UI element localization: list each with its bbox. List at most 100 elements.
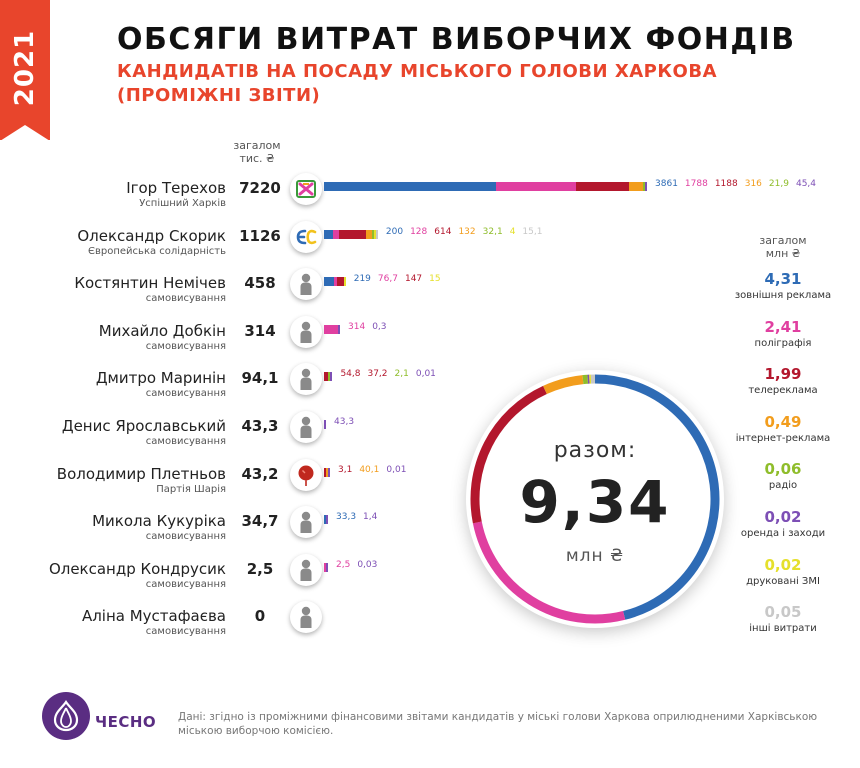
bar-value-label: 132 xyxy=(458,226,476,237)
legend-item-outdoor: 4,31 зовнішня реклама xyxy=(724,270,842,303)
candidate-party: самовисування xyxy=(145,436,226,447)
bar-value-label: 2,1 xyxy=(394,369,409,380)
legend-value: 0,05 xyxy=(764,603,802,622)
bar-value-label: 128 xyxy=(410,226,428,237)
person-avatar-icon xyxy=(290,315,322,348)
candidate-total: 94,1 xyxy=(241,369,279,388)
bar-value-labels: 219 76,7 147 15 xyxy=(354,274,448,284)
bar-value-label: 1188 xyxy=(714,179,738,189)
candidate-party: Європейська солідарність xyxy=(88,245,226,257)
legend-value: 0,02 xyxy=(764,508,802,526)
bar-segment-print xyxy=(333,277,338,287)
bar-segment-printed_media xyxy=(343,277,346,287)
stacked-bar xyxy=(324,324,340,334)
candidate-name: Ігор Терехов xyxy=(126,179,226,197)
bar-segment-radio xyxy=(328,372,331,382)
candidate-total: 43,3 xyxy=(241,417,279,435)
bar-segment-outdoor xyxy=(324,182,497,191)
bar-segment-print xyxy=(496,182,576,191)
bar-value-label: 3861 xyxy=(655,179,678,189)
bar-value-label: 3,1 xyxy=(338,464,353,475)
column-header-left-line2: тис. ₴ xyxy=(239,152,275,165)
candidate-name: Михайло Добкін xyxy=(98,321,226,340)
bar-segment-print xyxy=(324,562,326,572)
bar-value-label: 15 xyxy=(429,274,441,285)
bar-segment-radio xyxy=(642,182,645,191)
legend-item-other: 0,05 інші витрати xyxy=(724,603,842,636)
column-header-right-line1: загалом xyxy=(759,234,807,247)
party-logo-uspishnyi-icon xyxy=(290,173,322,205)
stacked-bar xyxy=(324,562,328,572)
bar-segment-other xyxy=(375,229,378,239)
bar-segment-radio xyxy=(371,229,374,239)
legend-label: зовнішня реклама xyxy=(734,290,832,301)
bar-segment-tv xyxy=(324,372,327,382)
donut-chart: разом: 9,34 млн ₴ xyxy=(466,370,724,628)
legend-value: 0,02 xyxy=(764,555,802,574)
bar-value-label: 37,2 xyxy=(367,369,388,380)
bar-value-label: 2,5 xyxy=(336,559,351,570)
bar-segment-printed_media xyxy=(373,229,376,239)
bar-value-labels: 33,3 1,4 xyxy=(336,512,384,522)
footer-source-note: Дані: згідно із проміжними фінансовими з… xyxy=(178,711,818,737)
legend-value: 2,41 xyxy=(764,317,802,336)
candidate-row: Аліна Мустафаєва самовисування 0 xyxy=(0,601,860,653)
candidate-total: 1126 xyxy=(239,226,281,245)
legend-item-rent: 0,02 оренда і заходи xyxy=(724,508,842,541)
donut-slice-print xyxy=(472,521,626,624)
candidate-row: Денис Ярославський самовисування 43,3 43,3 xyxy=(0,411,860,463)
column-header-total-thousand: загалом тис. ₴ xyxy=(226,139,288,165)
candidate-row: Микола Кукуріка самовисування 34,7 33,3 1,4 xyxy=(0,506,860,558)
candidate-total: 0 xyxy=(254,607,266,626)
bar-value-label: 0,03 xyxy=(357,559,378,570)
bar-value-label: 219 xyxy=(353,274,371,285)
bar-value-label: 314 xyxy=(348,321,366,332)
donut-ring xyxy=(470,374,720,624)
candidate-total: 2,5 xyxy=(246,559,274,578)
legend-label: інші витрати xyxy=(749,623,817,635)
stacked-bar xyxy=(324,420,326,429)
bar-value-label: 614 xyxy=(434,226,452,237)
candidate-total: 7220 xyxy=(239,179,281,197)
year-label: 2021 xyxy=(10,29,40,107)
legend-value: 0,49 xyxy=(764,412,802,431)
legend-item-printed_media: 0,02 друковані ЗМІ xyxy=(724,556,842,589)
bar-segment-tv xyxy=(338,229,366,239)
stacked-bar xyxy=(324,467,330,477)
bar-segment-tv xyxy=(326,372,329,382)
candidate-total: 34,7 xyxy=(241,512,279,531)
chesno-logo-icon xyxy=(42,692,90,740)
column-header-total-million: загалом млн ₴ xyxy=(724,234,842,260)
candidate-party: самовисування xyxy=(145,578,226,590)
donut-slice-tv xyxy=(470,385,547,524)
legend-value: 4,31 xyxy=(764,270,802,288)
bar-segment-internet xyxy=(326,467,328,477)
donut-unit: млн ₴ xyxy=(565,546,625,566)
bar-value-labels: 54,8 37,2 2,1 0,01 xyxy=(340,369,442,379)
bar-value-label: 15,1 xyxy=(522,226,543,237)
bar-segment-print xyxy=(324,324,338,334)
person-avatar-icon xyxy=(290,411,322,443)
person-avatar-icon xyxy=(290,553,322,586)
legend-label: друковані ЗМІ xyxy=(746,575,820,587)
bar-value-label: 0,01 xyxy=(415,369,436,380)
donut-total: 9,34 xyxy=(519,468,671,536)
bar-value-label: 76,7 xyxy=(377,274,398,285)
bar-value-label: 0,3 xyxy=(372,321,387,332)
legend-value: 0,06 xyxy=(764,460,802,479)
bar-segment-print xyxy=(332,229,339,239)
bar-value-label: 21,9 xyxy=(768,179,789,189)
candidate-party: самовисування xyxy=(145,340,226,352)
candidate-row: Костянтин Немічев самовисування 458 219 76,7… xyxy=(0,268,860,320)
bar-value-labels: 3,1 40,1 0,01 xyxy=(338,465,413,475)
bar-segment-outdoor xyxy=(324,229,333,239)
bar-segment-rent xyxy=(644,182,647,191)
stacked-bar xyxy=(324,277,346,287)
candidate-total: 458 xyxy=(244,274,276,293)
legend-label: радіо xyxy=(768,480,798,492)
donut-center-label: разом: xyxy=(553,438,637,463)
bar-segment-tv xyxy=(575,182,629,191)
legend-label: інтернет-реклама xyxy=(735,432,831,444)
candidate-party: самовисування xyxy=(145,388,226,400)
bar-segment-outdoor xyxy=(324,515,326,525)
